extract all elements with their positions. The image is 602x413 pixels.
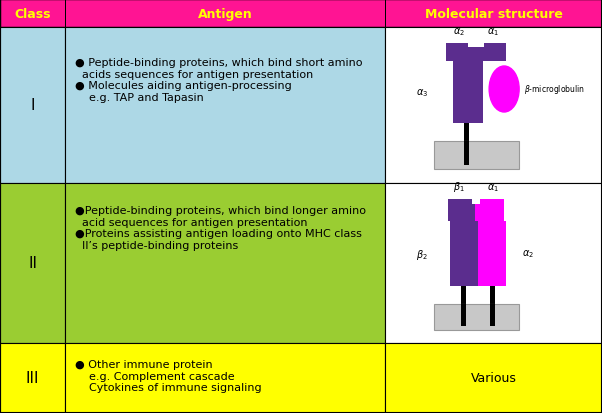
Text: III: III	[26, 370, 39, 386]
Bar	[65, 0, 66, 28]
Text: Various: Various	[471, 372, 517, 385]
Text: $\alpha_3$: $\alpha_3$	[416, 87, 428, 99]
Bar	[385, 28, 602, 183]
Ellipse shape	[489, 67, 519, 113]
Bar	[464, 124, 469, 142]
Bar	[385, 343, 602, 413]
Bar	[453, 62, 483, 124]
Bar	[65, 28, 385, 183]
Bar	[434, 142, 519, 170]
Bar	[0, 28, 65, 183]
Text: Class: Class	[14, 7, 51, 21]
Bar	[385, 183, 602, 343]
Bar	[0, 343, 65, 413]
Text: I: I	[30, 98, 35, 113]
Bar	[478, 221, 506, 286]
Text: II: II	[28, 256, 37, 271]
Bar	[461, 286, 466, 304]
Bar	[475, 204, 485, 221]
Bar	[461, 56, 475, 66]
Bar	[450, 221, 478, 286]
Bar	[448, 199, 472, 221]
Bar	[65, 343, 385, 413]
Text: $\beta_1$: $\beta_1$	[453, 180, 465, 194]
Text: Molecular structure: Molecular structure	[424, 7, 562, 21]
Text: $\alpha_2$: $\alpha_2$	[522, 248, 534, 260]
Bar	[446, 44, 468, 62]
Text: ●Peptide-binding proteins, which bind longer amino
  acid sequences for antigen : ●Peptide-binding proteins, which bind lo…	[75, 206, 366, 250]
Bar	[468, 48, 484, 62]
Bar	[464, 142, 469, 166]
Text: $\alpha_1$: $\alpha_1$	[487, 26, 499, 38]
Bar	[480, 199, 504, 221]
Bar	[385, 0, 386, 28]
Text: ● Peptide-binding proteins, which bind short amino
  acids sequences for antigen: ● Peptide-binding proteins, which bind s…	[75, 58, 362, 102]
Bar	[490, 286, 495, 304]
Bar	[65, 183, 385, 343]
Bar	[434, 304, 519, 330]
Text: Antigen: Antigen	[197, 7, 252, 21]
Bar	[461, 304, 466, 326]
Bar	[470, 204, 482, 221]
Text: $\beta$-microglobulin: $\beta$-microglobulin	[524, 83, 585, 96]
Bar	[0, 183, 65, 343]
Text: $\beta_2$: $\beta_2$	[417, 247, 428, 261]
Text: $\alpha_1$: $\alpha_1$	[487, 182, 499, 194]
Text: $\alpha_2$: $\alpha_2$	[453, 26, 465, 38]
Bar	[484, 44, 506, 62]
Bar	[490, 304, 495, 326]
Text: ● Other immune protein
    e.g. Complement cascade
    Cytokines of immune signa: ● Other immune protein e.g. Complement c…	[75, 359, 262, 392]
Bar	[0, 0, 602, 28]
